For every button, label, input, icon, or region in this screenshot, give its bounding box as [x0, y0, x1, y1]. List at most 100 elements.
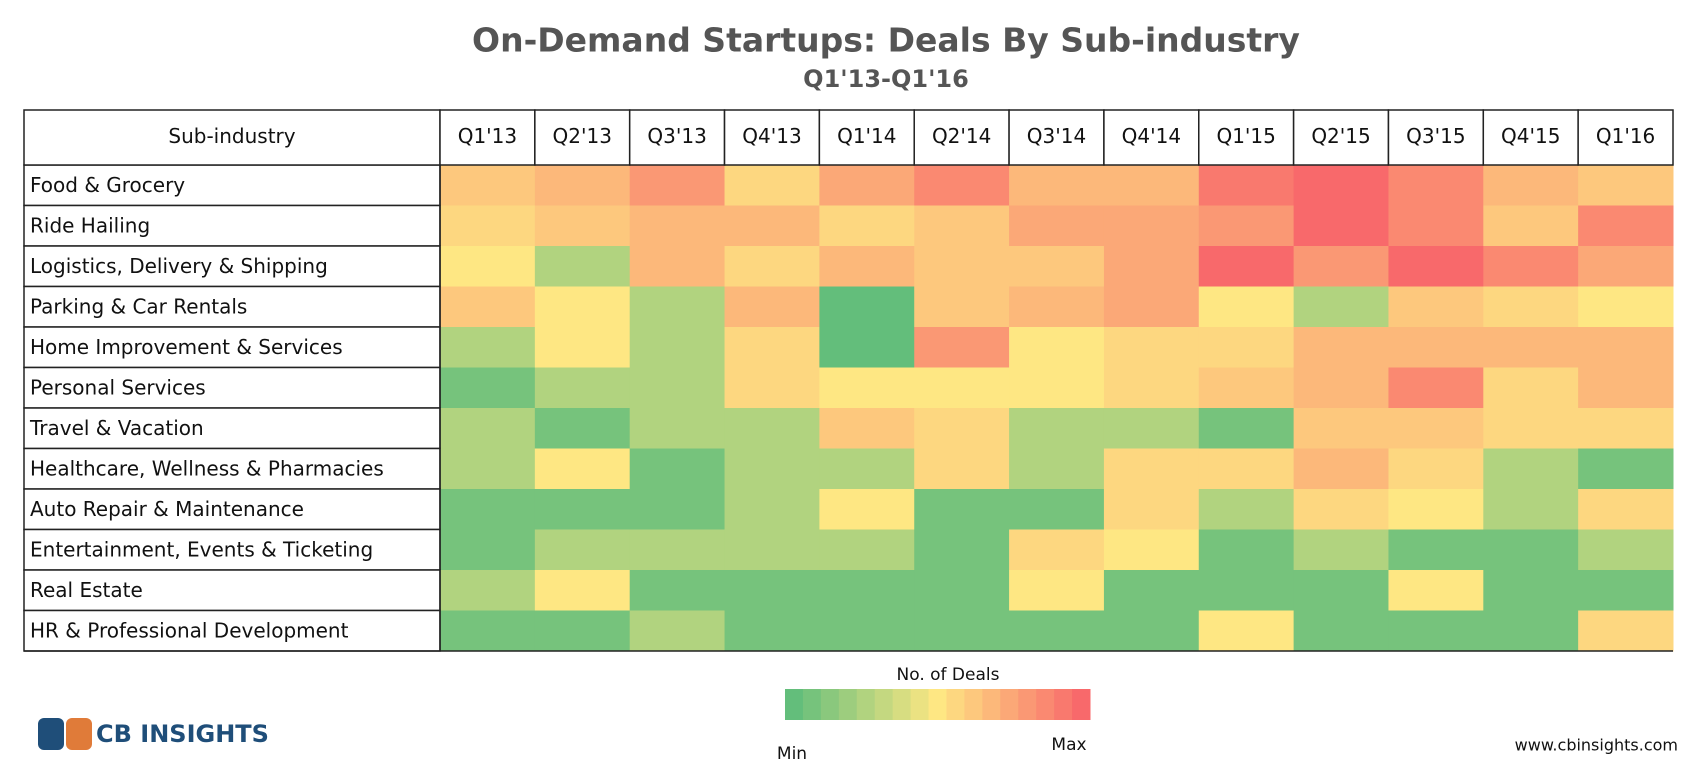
heatmap-cell	[724, 367, 820, 409]
row-header: Sub-industry	[168, 124, 295, 148]
heatmap-cell	[440, 165, 536, 206]
heatmap-cell	[1009, 327, 1105, 368]
legend-swatch	[910, 689, 930, 720]
header-cell	[23, 109, 441, 166]
legend-max: Max	[1051, 735, 1086, 755]
heatmap-cell	[1198, 327, 1295, 368]
heatmap-cell	[534, 327, 631, 368]
heatmap-cell	[534, 286, 631, 328]
heatmap-cell	[1293, 408, 1389, 449]
heatmap-cell	[914, 165, 1010, 206]
column-label: Q2'13	[553, 124, 612, 148]
column-label: Q1'14	[837, 124, 896, 148]
heatmap-cell	[629, 367, 726, 409]
heatmap-cell	[724, 529, 820, 571]
heatmap-cell	[1578, 367, 1674, 409]
heatmap-cell	[1009, 489, 1105, 530]
legend-swatch	[982, 689, 1001, 720]
row-label: Logistics, Delivery & Shipping	[30, 254, 328, 278]
heatmap-cell	[1483, 246, 1579, 287]
logo-mark	[38, 718, 64, 750]
legend-swatch	[892, 689, 912, 720]
column-label: Q1'13	[458, 124, 517, 148]
heatmap-cell	[534, 570, 631, 611]
column-label: Q4'15	[1501, 124, 1560, 148]
column-label: Q1'16	[1596, 124, 1655, 148]
heatmap-cell	[534, 165, 631, 206]
heatmap-cell	[534, 205, 631, 247]
header-cell	[1198, 109, 1295, 166]
heatmap-cell	[1293, 610, 1389, 652]
heatmap-cell	[1388, 570, 1484, 611]
heatmap-cell	[1103, 205, 1200, 247]
heatmap-cell	[1293, 246, 1389, 287]
heatmap-cell	[440, 570, 536, 611]
heatmap-cell	[819, 529, 915, 571]
header-cell	[1482, 109, 1579, 166]
heatmap-cell	[914, 246, 1010, 287]
heatmap-cell	[1198, 529, 1295, 571]
heatmap-cell	[1103, 327, 1200, 368]
header-cell	[1008, 109, 1105, 166]
heatmap-cell	[1578, 246, 1674, 287]
heatmap-cell	[1009, 246, 1105, 287]
heatmap-cell	[629, 246, 726, 287]
row-label: Real Estate	[30, 578, 143, 602]
heatmap-cell	[629, 610, 726, 652]
heatmap-cell	[1009, 529, 1105, 571]
heatmap-cell	[1009, 286, 1105, 328]
header-cell	[1577, 109, 1674, 166]
heatmap-cell	[819, 610, 915, 652]
heatmap-cell	[534, 610, 631, 652]
heatmap-cell	[724, 408, 820, 449]
heatmap-cell	[1388, 246, 1484, 287]
logo: CB INSIGHTS	[38, 718, 269, 750]
chart-subtitle: Q1'13-Q1'16	[803, 65, 969, 93]
column-label: Q3'14	[1027, 124, 1086, 148]
heatmap-cell	[1578, 489, 1674, 530]
heatmap-cell	[440, 286, 536, 328]
heatmap-cell	[1009, 165, 1105, 206]
heatmap-cell	[1483, 610, 1579, 652]
heatmap-cell	[1388, 408, 1484, 449]
heatmap-cell	[1198, 205, 1295, 247]
heatmap-cell	[1293, 327, 1389, 368]
row-label-cell	[23, 164, 441, 207]
heatmap-cell	[1578, 529, 1674, 571]
heatmap-cell	[440, 205, 536, 247]
column-label: Q3'13	[647, 124, 706, 148]
heatmap-cell	[534, 448, 631, 490]
header-cell	[628, 109, 726, 166]
heatmap-cell	[819, 205, 915, 247]
heatmap-cell	[1578, 327, 1674, 368]
heatmap-cell	[629, 408, 726, 449]
heatmap-cell	[819, 448, 915, 490]
row-label: Home Improvement & Services	[30, 335, 343, 359]
heatmap-cell	[1388, 489, 1484, 530]
heatmap-cell	[819, 489, 915, 530]
heatmap-cell	[1388, 327, 1484, 368]
heatmap-cell	[629, 529, 726, 571]
heatmap-cell	[914, 205, 1010, 247]
heatmap-cell	[1578, 570, 1674, 611]
heatmap-cell	[914, 367, 1010, 409]
heatmap-cell	[1103, 286, 1200, 328]
heatmap-cell	[1578, 165, 1674, 206]
heatmap-cell	[534, 367, 631, 409]
heatmap-cell	[724, 205, 820, 247]
heatmap-cell	[1388, 165, 1484, 206]
column-label: Q2'14	[932, 124, 991, 148]
heatmap-cell	[724, 246, 820, 287]
heatmap-cell	[440, 489, 536, 530]
legend-swatch	[874, 689, 894, 720]
heatmap-cell	[1009, 408, 1105, 449]
heatmap-cell	[629, 489, 726, 530]
heatmap-cell	[1578, 286, 1674, 328]
heatmap-cell	[1198, 286, 1295, 328]
heatmap-cell	[1578, 448, 1674, 490]
heatmap-cell	[1388, 448, 1484, 490]
row-label-cell	[23, 528, 441, 571]
heatmap-cell	[440, 408, 536, 449]
heatmap-cell	[1483, 286, 1579, 328]
heatmap-cell	[1293, 570, 1389, 611]
